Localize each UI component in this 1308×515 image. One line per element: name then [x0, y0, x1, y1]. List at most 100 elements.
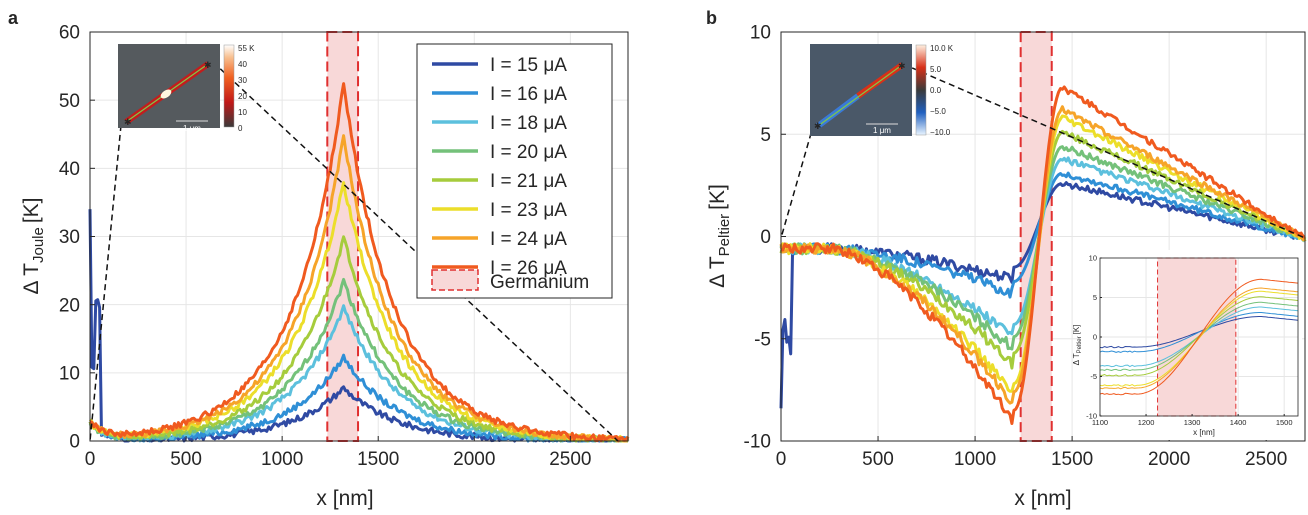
- scalebar-label-b: 1 μm: [873, 126, 891, 135]
- y-tick-label: 0: [760, 227, 771, 248]
- colorbar-b-ticks: 10.0 K 5.0 0.0 −5.0 −10.0: [930, 44, 954, 137]
- colorbar-tick-label: −10.0: [930, 128, 951, 137]
- x-tick-label: 2500: [549, 449, 591, 470]
- x-tick-label: 0: [85, 449, 96, 470]
- zoom-inset-series-line: [1099, 312, 1299, 353]
- line-profile-b: [817, 64, 903, 127]
- zoom-line-right-a: [212, 61, 619, 442]
- y-tick-label: 0: [69, 432, 80, 453]
- legend-label: I = 20 μA: [490, 142, 567, 163]
- x-tick-label: 1500: [357, 449, 399, 470]
- panel-b: 0 500 1000 1500 2000 2500 -10 -5 0 5 10 x [nm] Δ …: [706, 23, 1307, 510]
- panel-a: 0 500 1000 1500 2000 2500 0 10 20 30 40 50 60 x [nm…: [20, 23, 630, 510]
- panel-b-xlabel: x [nm]: [1014, 487, 1071, 510]
- legend-box: [416, 43, 613, 299]
- legend-label: I = 23 μA: [490, 200, 567, 221]
- colorbar-a-ticks: 55 K 40 30 20 10 0: [238, 44, 255, 133]
- zoom-inset-ylabel: Δ TPeltier[K]: [1072, 325, 1083, 366]
- panel-a-series: [88, 82, 630, 443]
- colorbar-tick-label: 55 K: [238, 44, 255, 53]
- zoom-inset-series-line: [1099, 287, 1299, 390]
- x-tick-label: 1200: [1138, 418, 1155, 427]
- panel-a-ylabel: Δ TJoule[K]: [20, 197, 47, 294]
- panel-b-letter: b: [706, 8, 717, 28]
- colorbar-b: [915, 44, 927, 136]
- y-tick-label: 5: [760, 125, 771, 146]
- colorbar-tick-label: 10.0 K: [930, 44, 954, 53]
- x-tick-label: 1300: [1184, 418, 1201, 427]
- panel-a-xlabel: x [nm]: [316, 487, 373, 510]
- x-tick-label: 500: [170, 449, 202, 470]
- thermal-inset-b: ✱ ✱ 1 μm 10.0 K 5.0 0.0 −5.0 −10.0: [810, 44, 954, 137]
- star-right-a: ✱: [204, 60, 212, 70]
- legend-label: I = 21 μA: [490, 171, 567, 192]
- zoom-inset-germanium: [1157, 258, 1236, 416]
- panel-b-xticks: 0 500 1000 1500 2000 2500: [776, 436, 1287, 470]
- x-tick-label: 1100: [1092, 418, 1108, 427]
- zoom-line-right-b: [902, 63, 1306, 239]
- y-tick-label: 10: [1089, 254, 1097, 263]
- legend-label: I = 26 μA: [490, 258, 567, 279]
- x-tick-label: 0: [776, 449, 787, 470]
- hotspot-a: [160, 89, 172, 99]
- panel-b-series: [779, 85, 1307, 425]
- legend-items: I = 15 μA I = 16 μA I = 18 μA I = 20 μA I = …: [432, 55, 567, 279]
- x-tick-label: 1400: [1230, 418, 1247, 427]
- x-tick-label: 1000: [261, 449, 303, 470]
- colorbar-tick-label: 20: [238, 92, 247, 101]
- y-tick-label: 10: [59, 363, 80, 384]
- colorbar-tick-label: 40: [238, 60, 247, 69]
- colorbar-tick-label: 10: [238, 108, 247, 117]
- y-tick-label: -5: [754, 329, 771, 350]
- y-tick-label: 5: [1093, 293, 1097, 302]
- series-line-a: [89, 82, 630, 443]
- colorbar-tick-label: 0: [238, 124, 243, 133]
- y-tick-label: 30: [59, 227, 80, 248]
- legend-label: I = 18 μA: [490, 113, 567, 134]
- scalebar-label-a: 1 μm: [183, 124, 201, 133]
- zoom-line-left-a: [89, 114, 123, 442]
- x-tick-label: 2000: [1148, 449, 1190, 470]
- panel-a-yticks: 0 10 20 30 40 50 60: [59, 23, 95, 453]
- zoom-inset-xlabel: x [nm]: [1193, 428, 1215, 437]
- legend-label: I = 24 μA: [490, 229, 567, 250]
- y-tick-label: 50: [59, 91, 80, 112]
- series-line-a: [88, 277, 629, 443]
- colorbar-tick-label: 30: [238, 76, 247, 85]
- y-tick-label: 60: [59, 23, 80, 44]
- x-tick-label: 1000: [954, 449, 996, 470]
- panel-b-ylabel: Δ TPeltier[K]: [706, 184, 733, 288]
- panel-a-letter: a: [8, 8, 19, 28]
- colorbar-a: [223, 44, 235, 128]
- y-tick-label: -5: [1090, 372, 1097, 381]
- colorbar-tick-label: 0.0: [930, 86, 942, 95]
- zoom-inset-yticks: -10 -5 0 5 10: [1086, 254, 1102, 421]
- x-tick-label: 1500: [1276, 418, 1293, 427]
- series-line-b: [780, 85, 1306, 425]
- zoom-line-left-b: [780, 122, 815, 239]
- thermal-inset-a: ✱ ✱ 1 μm 55 K 40 30 20 10 0: [118, 44, 255, 133]
- zoom-inset-b: 1100 1200 1300 1400 1500 -10 -5 0 5 10 x [nm] Δ …: [1072, 250, 1302, 440]
- panel-a-xticks: 0 500 1000 1500 2000 2500: [85, 436, 591, 470]
- x-tick-label: 1500: [1051, 449, 1093, 470]
- zoom-inset-xticks: 1100 1200 1300 1400 1500: [1092, 414, 1293, 427]
- legend-label: I = 16 μA: [490, 84, 567, 105]
- colorbar-tick-label: −5.0: [930, 107, 946, 116]
- y-tick-label: -10: [744, 432, 771, 453]
- star-right-b: ✱: [898, 61, 906, 71]
- star-left-a: ✱: [124, 117, 132, 127]
- y-tick-label: 40: [59, 159, 80, 180]
- x-tick-label: 2000: [453, 449, 495, 470]
- legend-germanium-swatch: [431, 269, 479, 291]
- x-tick-label: 2500: [1245, 449, 1287, 470]
- colorbar-tick-label: 5.0: [930, 65, 942, 74]
- y-tick-label: 10: [750, 23, 771, 44]
- legend-label: I = 15 μA: [490, 55, 567, 76]
- legend-germanium-label: Germanium: [490, 272, 589, 293]
- y-tick-label: 20: [59, 295, 80, 316]
- zoom-inset-series-line: [1099, 278, 1299, 396]
- x-tick-label: 500: [862, 449, 894, 470]
- star-left-b: ✱: [814, 121, 822, 131]
- legend: I = 15 μA I = 16 μA I = 18 μA I = 20 μA I = …: [416, 43, 613, 299]
